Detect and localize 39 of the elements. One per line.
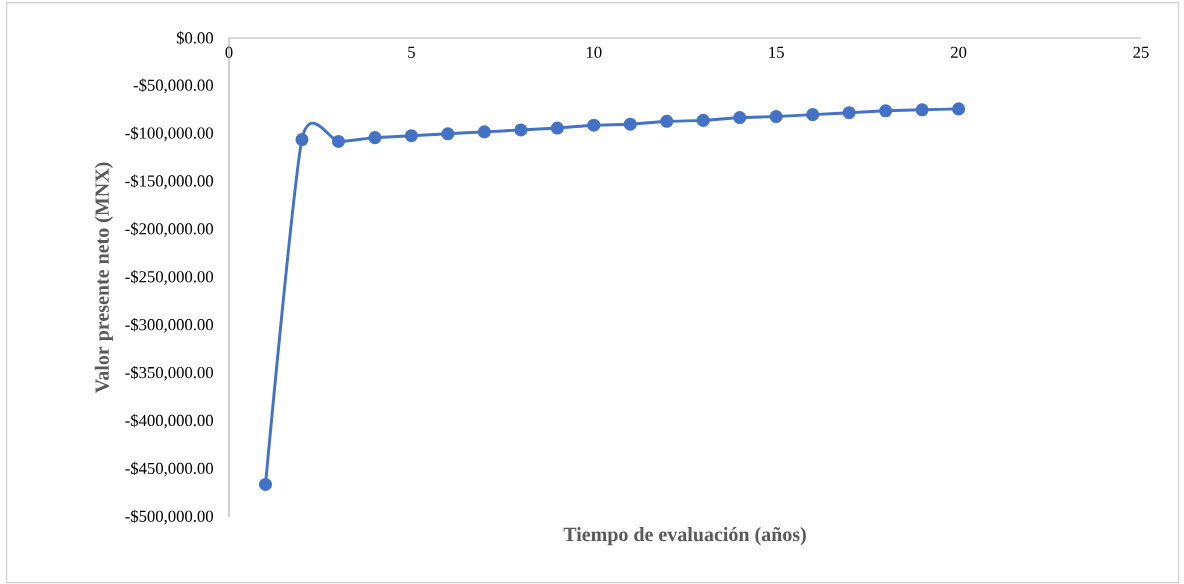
point [368,131,382,145]
x-tick-label: 5 [408,46,415,58]
y-tick-label: -$100,000.00 [125,126,213,142]
y-tick-label: $0.00 [176,31,213,45]
point [879,104,893,118]
point [331,134,345,148]
point [295,133,309,147]
point [623,117,637,131]
y-tick-label: -$300,000.00 [125,318,213,333]
point [550,121,564,135]
x-tick-label: 15 [769,46,784,58]
point [952,102,966,116]
point [806,108,820,122]
y-tick-label: -$150,000.00 [125,174,213,190]
point [696,113,710,127]
point [842,106,856,120]
point [769,110,783,124]
x-tick-label: 25 [1133,46,1149,58]
point [404,129,418,143]
point [660,114,674,128]
y-tick-label: -$450,000.00 [125,461,213,477]
point [477,125,491,139]
y-tick-label: -$250,000.00 [125,270,213,285]
x-axis-title: Tiempo de evaluación (años) [563,527,806,546]
x-tick-label: 20 [951,46,967,58]
point [514,123,528,137]
point [441,127,455,141]
y-tick-label: -$350,000.00 [125,365,213,381]
y-tick-label: -$400,000.00 [125,413,213,429]
point [733,110,747,125]
y-axis-title: Valor presente neto (MNX) [94,162,113,394]
point [915,103,929,117]
x-tick-label: 10 [586,46,602,58]
point [258,477,273,491]
y-tick-label: -$200,000.00 [125,222,213,237]
point [587,118,601,132]
y-tick-label: -$500,000.00 [125,509,213,525]
y-tick-label: -$50,000.00 [133,78,213,94]
x-tick-label: 0 [225,46,233,58]
